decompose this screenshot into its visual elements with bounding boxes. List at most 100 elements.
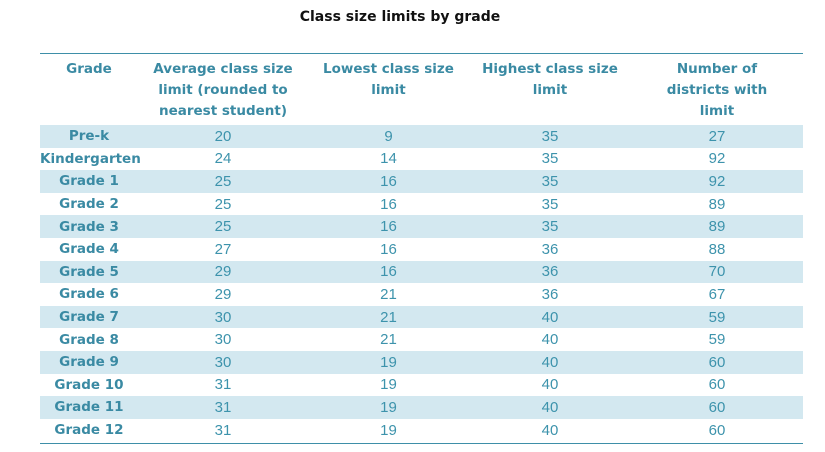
grade-cell: Grade 5 xyxy=(59,263,119,280)
highest-limit-cell: 40 xyxy=(541,376,559,394)
header-grade: Grade xyxy=(40,54,138,125)
grade-cell: Grade 11 xyxy=(54,399,124,416)
districts-cell: 70 xyxy=(708,263,726,281)
grade-cell: Grade 9 xyxy=(59,354,119,371)
top-rule xyxy=(40,53,803,54)
table-row: Grade 7 30 21 40 59 xyxy=(40,305,803,329)
districts-cell: 27 xyxy=(708,127,726,145)
bottom-rule xyxy=(40,443,803,445)
districts-cell: 60 xyxy=(708,353,726,371)
highest-limit-cell: 40 xyxy=(541,398,559,416)
table-row: Grade 3 25 16 35 89 xyxy=(40,215,803,238)
lowest-limit-cell: 16 xyxy=(380,172,397,190)
districts-cell: 89 xyxy=(708,195,726,213)
grade-cell: Kindergarten xyxy=(40,150,141,167)
lowest-limit-cell: 9 xyxy=(384,127,393,145)
average-limit-cell: 29 xyxy=(214,285,232,303)
table-row: Pre-k 20 9 35 27 xyxy=(40,125,803,148)
lowest-limit-cell: 14 xyxy=(380,150,397,168)
header-line: limit xyxy=(371,82,406,98)
grade-cell: Grade 10 xyxy=(54,376,124,393)
average-limit-cell: 30 xyxy=(214,308,232,326)
districts-cell: 60 xyxy=(708,398,726,416)
header-highest-limit: Highest class size limit xyxy=(469,54,631,125)
average-limit-cell: 24 xyxy=(214,150,232,168)
average-limit-cell: 30 xyxy=(214,353,232,371)
table-row: Grade 8 30 21 40 59 xyxy=(40,328,803,351)
highest-limit-cell: 35 xyxy=(541,127,559,145)
highest-limit-cell: 40 xyxy=(541,331,559,349)
highest-limit-cell: 36 xyxy=(541,285,559,303)
lowest-limit-cell: 21 xyxy=(380,285,397,303)
table-row: Grade 9 30 19 40 60 xyxy=(40,350,803,374)
table-row: Grade 12 31 19 40 60 xyxy=(40,419,803,442)
class-size-table: Grade Average class size limit (rounded to… xyxy=(40,53,803,445)
highest-limit-cell: 35 xyxy=(541,172,559,190)
table-row: Grade 6 29 21 36 67 xyxy=(40,283,803,306)
highest-limit-cell: 40 xyxy=(541,308,559,326)
grade-cell: Grade 4 xyxy=(59,241,119,258)
grade-cell: Pre-k xyxy=(68,128,110,145)
header-line: limit (rounded to xyxy=(158,82,288,98)
average-limit-cell: 25 xyxy=(214,195,232,213)
lowest-limit-cell: 16 xyxy=(380,263,397,281)
grade-cell: Grade 6 xyxy=(59,286,119,303)
districts-cell: 59 xyxy=(708,308,726,326)
average-limit-cell: 20 xyxy=(214,127,232,145)
table-row: Grade 2 25 16 35 89 xyxy=(40,193,803,216)
header-average-limit: Average class size limit (rounded to neare… xyxy=(138,54,308,125)
grade-cell: Grade 12 xyxy=(54,422,124,439)
average-limit-cell: 25 xyxy=(214,218,232,236)
lowest-limit-cell: 16 xyxy=(380,195,397,213)
average-limit-cell: 31 xyxy=(214,376,232,394)
header-line: Number of xyxy=(676,61,758,77)
header-line: Average class size xyxy=(153,61,293,77)
header-lowest-limit: Lowest class size limit xyxy=(308,54,469,125)
grade-cell: Grade 1 xyxy=(59,173,119,190)
header-line: nearest student) xyxy=(158,103,288,119)
average-limit-cell: 31 xyxy=(214,421,232,439)
lowest-limit-cell: 19 xyxy=(380,398,397,416)
highest-limit-cell: 40 xyxy=(541,421,559,439)
average-limit-cell: 29 xyxy=(214,263,232,281)
lowest-limit-cell: 21 xyxy=(380,331,397,349)
districts-cell: 92 xyxy=(708,150,726,168)
grade-cell: Grade 7 xyxy=(59,309,119,326)
districts-cell: 92 xyxy=(708,172,726,190)
table-row: Grade 4 27 16 36 88 xyxy=(40,238,803,261)
highest-limit-cell: 35 xyxy=(541,218,559,236)
highest-limit-cell: 36 xyxy=(541,240,559,258)
districts-cell: 88 xyxy=(708,240,726,258)
highest-limit-cell: 40 xyxy=(541,353,559,371)
header-line: Lowest class size xyxy=(323,61,454,77)
grade-cell: Grade 8 xyxy=(59,331,119,348)
lowest-limit-cell: 21 xyxy=(380,308,397,326)
table-row: Grade 11 31 19 40 60 xyxy=(40,396,803,419)
districts-cell: 60 xyxy=(708,376,726,394)
highest-limit-cell: 35 xyxy=(541,150,559,168)
lowest-limit-cell: 16 xyxy=(380,240,397,258)
average-limit-cell: 30 xyxy=(214,331,232,349)
grade-cell: Grade 2 xyxy=(59,196,119,213)
table-row: Grade 10 31 19 40 60 xyxy=(40,374,803,397)
lowest-limit-cell: 19 xyxy=(380,421,397,439)
districts-cell: 89 xyxy=(708,218,726,236)
header-districts: Number of districts with limit xyxy=(631,54,803,125)
header-line: Grade xyxy=(66,61,112,77)
highest-limit-cell: 35 xyxy=(541,195,559,213)
average-limit-cell: 27 xyxy=(214,240,232,258)
average-limit-cell: 25 xyxy=(214,172,232,190)
districts-cell: 60 xyxy=(708,421,726,439)
districts-cell: 67 xyxy=(708,285,726,303)
average-limit-cell: 31 xyxy=(214,398,232,416)
header-line: limit xyxy=(699,103,735,119)
table-row: Grade 5 29 16 36 70 xyxy=(40,260,803,284)
districts-cell: 59 xyxy=(708,331,726,349)
header-line: Highest class size xyxy=(482,61,618,77)
table-row: Grade 1 25 16 35 92 xyxy=(40,170,803,193)
table-row: Kindergarten 24 14 35 92 xyxy=(40,148,803,171)
chart-title: Class size limits by grade xyxy=(299,9,501,25)
lowest-limit-cell: 19 xyxy=(380,353,397,371)
grade-cell: Grade 3 xyxy=(59,218,119,235)
